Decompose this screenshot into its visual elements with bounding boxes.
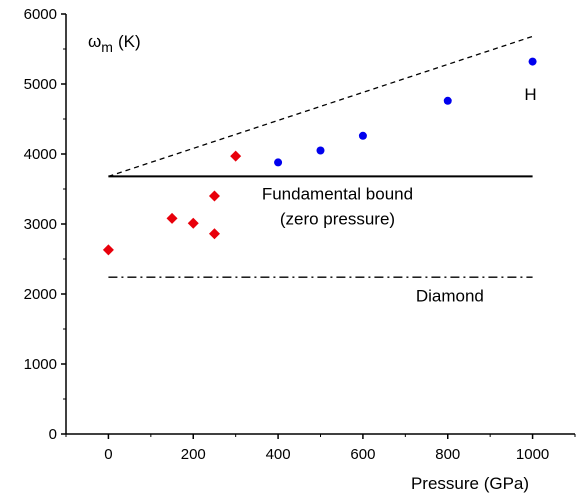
data-point-circle — [358, 131, 367, 140]
x-axis-title: Pressure (GPa) — [411, 474, 529, 493]
data-point-diamond — [230, 150, 242, 162]
x-tick-label: 800 — [435, 446, 460, 463]
data-point-circle — [528, 57, 537, 66]
y-axis-title-unit: (K) — [118, 32, 141, 51]
data-point-diamond — [208, 190, 220, 202]
y-axis-title-symbol: ω — [88, 32, 101, 51]
x-ticks: 0 200 400 600 800 1000 — [65, 434, 576, 463]
data-point-diamond — [166, 212, 178, 224]
data-point-diamond — [208, 228, 220, 240]
data-point-circle — [316, 146, 325, 155]
data-points — [102, 57, 537, 256]
reference-line-dashed — [108, 35, 533, 178]
y-tick-label: 1000 — [24, 356, 57, 373]
reference-lines — [108, 35, 533, 278]
data-point-circle — [274, 158, 283, 167]
x-tick-label: 600 — [350, 446, 375, 463]
y-axis-title-subscript: m — [101, 39, 113, 55]
y-ticks: 0 1000 2000 3000 4000 5000 6000 — [24, 6, 66, 443]
data-point-diamond — [187, 217, 199, 229]
y-tick-label: 4000 — [24, 146, 57, 163]
x-tick-label: 200 — [181, 446, 206, 463]
y-tick-label: 0 — [49, 426, 57, 443]
annotation-fund1: Fundamental bound — [262, 185, 413, 204]
annotations: H Fundamental bound (zero pressure) Diamond — [262, 85, 537, 306]
x-tick-label: 1000 — [516, 446, 549, 463]
x-tick-label: 0 — [104, 446, 112, 463]
y-tick-label: 2000 — [24, 286, 57, 303]
y-tick-label: 6000 — [24, 6, 57, 23]
annotation-h: H — [524, 85, 536, 104]
annotation-diamond: Diamond — [416, 287, 484, 306]
y-axis-title: ωm (K) — [88, 32, 141, 55]
data-point-circle — [443, 96, 452, 105]
x-tick-label: 400 — [266, 446, 291, 463]
data-point-diamond — [102, 244, 114, 256]
y-tick-label: 5000 — [24, 76, 57, 93]
axes: 0 200 400 600 800 1000 0 1000 2000 3000 4000 5000 6… — [24, 6, 576, 463]
annotation-fund2: (zero pressure) — [280, 210, 395, 229]
y-tick-label: 3000 — [24, 216, 57, 233]
